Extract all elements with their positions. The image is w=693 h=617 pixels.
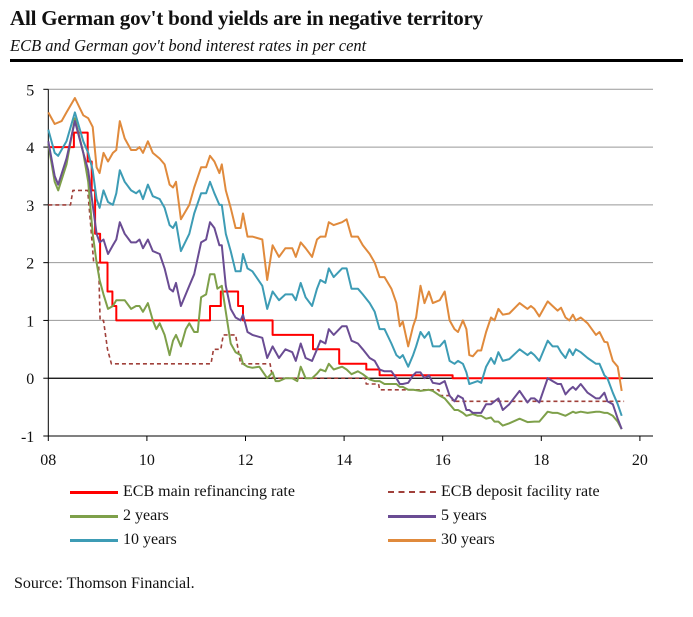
x-tick-label: 16 <box>435 452 451 469</box>
chart-subtitle: ECB and German gov't bond interest rates… <box>10 36 367 55</box>
axes <box>43 88 653 441</box>
source-note: Source: Thomson Financial. <box>14 575 195 592</box>
legend-label: 30 years <box>441 531 495 548</box>
legend-label: 5 years <box>441 507 487 524</box>
legend-label: ECB deposit facility rate <box>441 483 600 500</box>
legend-swatch <box>388 491 436 493</box>
y-tick-label: 4 <box>26 140 34 157</box>
legend-label: 2 years <box>123 507 169 524</box>
chart-title: All German gov't bond yields are in nega… <box>10 6 483 30</box>
legend-swatch <box>388 538 436 542</box>
legend-item-30-years: 30 years <box>388 531 495 549</box>
legend-label: 10 years <box>123 531 177 548</box>
x-tick-label: 14 <box>336 452 352 469</box>
y-tick-label: 1 <box>26 313 34 330</box>
x-tick-label: 10 <box>139 452 155 469</box>
legend-item-10-years: 10 years <box>70 531 177 549</box>
y-tick-label: 3 <box>26 198 34 215</box>
series-2-years <box>47 117 623 430</box>
legend-swatch <box>70 538 118 542</box>
x-tick-label: 08 <box>40 452 56 469</box>
x-tick-label: 18 <box>533 452 549 469</box>
series-ecb-main-refinancing-rate <box>48 131 623 380</box>
legend-item-main-refinancing-rate: ECB main refinancing rate <box>70 483 295 501</box>
series-5-years <box>47 120 623 430</box>
legend-label: ECB main refinancing rate <box>123 483 295 500</box>
legend-item-2-years: 2 years <box>70 507 169 525</box>
y-tick-label: 0 <box>26 371 34 388</box>
header-rule <box>10 59 683 62</box>
legend-item-deposit-facility-rate: ECB deposit facility rate <box>388 483 600 501</box>
x-tick-label: 20 <box>632 452 648 469</box>
y-tick-label: -1 <box>21 429 34 446</box>
legend-item-5-years: 5 years <box>388 507 487 525</box>
series-lines <box>47 97 625 430</box>
series-30-years <box>47 97 623 392</box>
y-tick-label: 2 <box>26 256 34 273</box>
legend-swatch <box>70 514 118 518</box>
y-tick-label: 5 <box>26 82 34 99</box>
x-tick-label: 12 <box>238 452 254 469</box>
legend-swatch <box>70 490 118 494</box>
legend-swatch <box>388 514 436 518</box>
series-10-years <box>47 111 623 417</box>
